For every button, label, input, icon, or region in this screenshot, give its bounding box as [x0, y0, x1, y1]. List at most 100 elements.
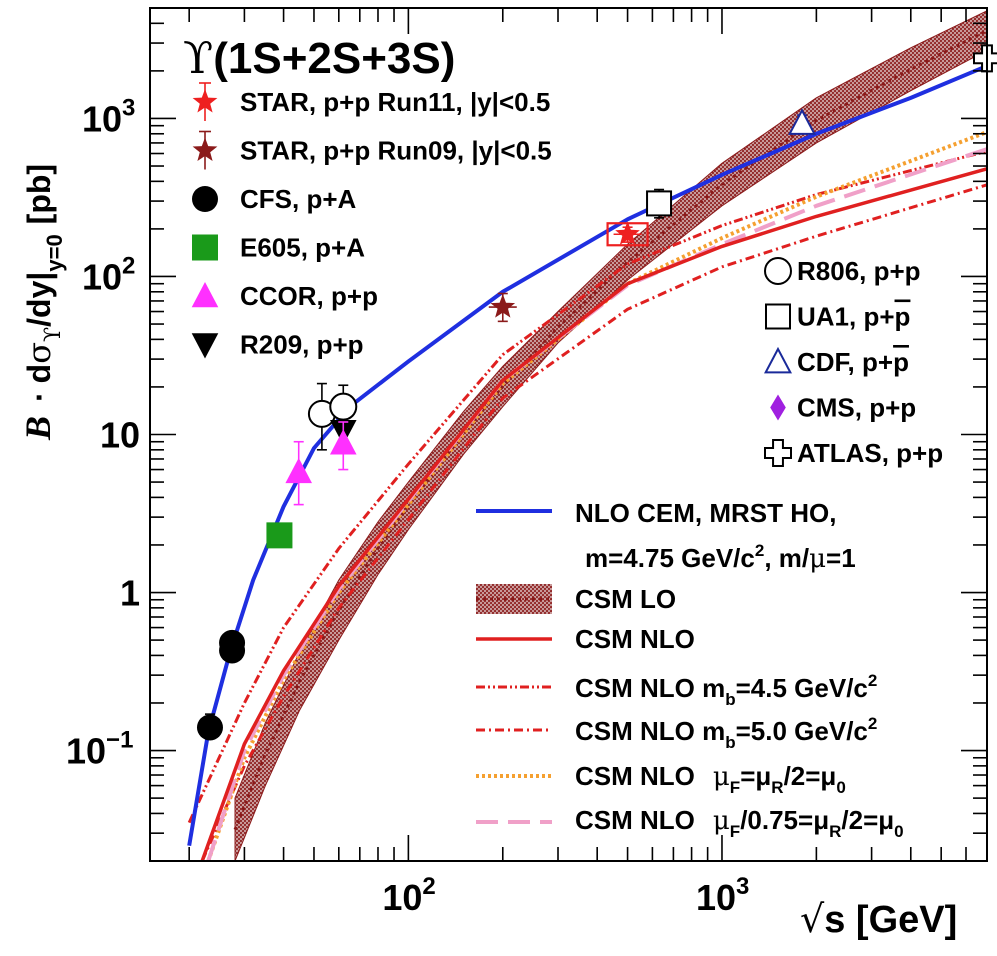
chart-title: ϒ(1S+2S+3S)	[183, 33, 455, 84]
y-tick-label-exp: −1	[106, 727, 133, 754]
x-tick-label-exp: 3	[736, 873, 749, 900]
point-e605	[266, 522, 293, 549]
point-atlas	[973, 44, 997, 73]
legend-muf-sub3: 0	[836, 778, 845, 797]
legend-cem-mass-sup: 2	[755, 541, 764, 560]
ylabel-sigma-sub: ϒ	[41, 327, 66, 342]
point-star11	[615, 221, 640, 245]
legend-label-ccor: CCOR, p+p	[240, 281, 378, 311]
legend-cem-mu: μ	[809, 544, 826, 574]
legend-muf-half: /2=μ	[784, 761, 837, 791]
x-tick-label-exp: 2	[422, 873, 435, 900]
legend-mb45-label: CSM NLO mb=4.5 GeV/c2	[575, 671, 877, 709]
legend-marker-cfs	[192, 186, 218, 212]
legend-marker-r209	[191, 333, 219, 359]
point-star09	[490, 294, 516, 318]
point-cfs1	[196, 714, 223, 741]
legend-label-cms: CMS, p+p	[797, 393, 916, 423]
legend-muf075-half: /2=μ	[841, 805, 894, 835]
ylabel-d: d	[21, 364, 57, 384]
point-cfs3	[219, 629, 246, 656]
x-tick-label-base: 10	[696, 877, 736, 918]
legend-muf-sub1: F	[730, 778, 740, 797]
legend-muf075-pre: CSM NLO	[575, 805, 695, 835]
legend-muf-sub2: R	[771, 778, 783, 797]
y-axis-label: B · dσϒ/dy|y=0 [pb]	[18, 164, 67, 441]
point-cdf	[788, 108, 817, 135]
data-points-layer	[196, 42, 997, 741]
legend-label-atlas: ATLAS, p+p	[797, 438, 943, 468]
legend-muf-eq: =μ	[740, 761, 771, 791]
ylabel-dy: /dy|	[21, 272, 57, 327]
legend-marker-ua1	[765, 303, 791, 330]
legend-cem-ratio: , m/	[764, 543, 809, 573]
y-tick-label-exp: 2	[122, 252, 135, 279]
csm-nlo-muf-curve	[206, 130, 988, 862]
legend-csmnlo-label: CSM NLO	[575, 624, 695, 654]
legend-muf-label: CSM NLO μF=μR/2=μ0	[575, 761, 846, 797]
legend-label-star11: STAR, p+p Run11, |y|<0.5	[240, 87, 550, 117]
legend-muf075-sub2: R	[829, 822, 841, 841]
legend-label-text-cms: CMS, p+p	[797, 393, 916, 423]
point-ccor	[285, 457, 313, 484]
legend-label-text-atlas: ATLAS, p+p	[797, 438, 943, 468]
legend-marker-e605	[192, 234, 218, 261]
point-ccor2	[329, 429, 357, 455]
legend-mb50-pre: CSM NLO m	[575, 716, 725, 746]
y-tick-label: 102	[82, 252, 135, 297]
x-axis-label: √s [GeV]	[800, 897, 957, 941]
title-upsilon: ϒ	[183, 33, 213, 84]
ylabel-b: B	[18, 416, 58, 441]
legend-right: R806, p+p UA1, p+p CDF, p+p CMS, p+p ATLAS, …	[763, 256, 943, 468]
legend-marker-atlas	[764, 439, 792, 467]
legend-muf-mu: μ	[713, 762, 730, 792]
y-tick-label-base: 10	[82, 98, 122, 139]
legend-mb45-sup: 2	[868, 671, 877, 690]
y-tick-label-base: 10	[66, 731, 106, 772]
legend-curves: NLO CEM, MRST HO, m=4.75 GeV/c2, m/μ=1 C…	[476, 498, 904, 841]
xlabel-text: s [GeV]	[824, 899, 957, 941]
point-r806b	[329, 392, 358, 421]
y-tick-label: 103	[82, 94, 135, 139]
y-tick-label: 10−1	[66, 727, 133, 772]
legend-marker-ccor	[191, 282, 219, 308]
legend-left: STAR, p+p Run11, |y|<0.5 STAR, p+p Run09,…	[191, 82, 552, 360]
legend-mb45-pre: CSM NLO m	[575, 673, 725, 703]
legend-label-text-ua1: UA1, p+	[797, 302, 895, 332]
legend-label-e605: E605, p+A	[240, 233, 365, 263]
point-ua1	[646, 190, 673, 217]
ylabel-unit: [pb]	[21, 164, 57, 224]
csm-nlo-curve	[200, 167, 988, 862]
legend-muf075-sub1: F	[730, 822, 740, 841]
legend-muf075-label: CSM NLO μF/0.75=μR/2=μ0	[575, 805, 904, 841]
ylabel-dot: ·	[21, 391, 57, 402]
legend-label-ua1: UA1, p+p	[797, 302, 910, 332]
ylabel-sigma: σ	[20, 342, 58, 364]
legend-mb50-label: CSM NLO mb=5.0 GeV/c2	[575, 714, 877, 752]
legend-cem-mass: m=4.75 GeV/c	[585, 543, 755, 573]
legend-label-cfs: CFS, p+A	[240, 184, 357, 214]
legend-muf075-mu: μ	[713, 806, 730, 836]
legend-label-text-cdf: CDF, p+	[797, 347, 893, 377]
theory-curves-layer	[187, 64, 988, 862]
legend-muf-pre: CSM NLO	[575, 761, 695, 791]
legend-label-cdf: CDF, p+p	[797, 347, 909, 377]
legend-marker-cms	[770, 394, 786, 421]
title-states: (1S+2S+3S)	[213, 34, 455, 83]
x-tick-label: 102	[382, 873, 435, 918]
legend-mb50-sup: 2	[868, 714, 877, 733]
legend-csmlo-label: CSM LO	[575, 584, 676, 614]
legend-mb50-sub: b	[725, 733, 735, 752]
legend-mb45-mid: =4.5 GeV/c	[736, 673, 868, 703]
y-tick-label-base: 10	[82, 256, 122, 297]
legend-mb45-sub: b	[725, 690, 735, 709]
legend-label-text-r806: R806, p+p	[797, 256, 921, 286]
legend-mb50-mid: =5.0 GeV/c	[736, 716, 868, 746]
xlabel-root: √	[800, 897, 825, 941]
legend-label-pbar-ua1: p	[895, 302, 911, 332]
x-tick-label-base: 10	[382, 877, 422, 918]
y-tick-label-exp: 3	[122, 94, 135, 121]
x-tick-label: 103	[696, 873, 749, 918]
